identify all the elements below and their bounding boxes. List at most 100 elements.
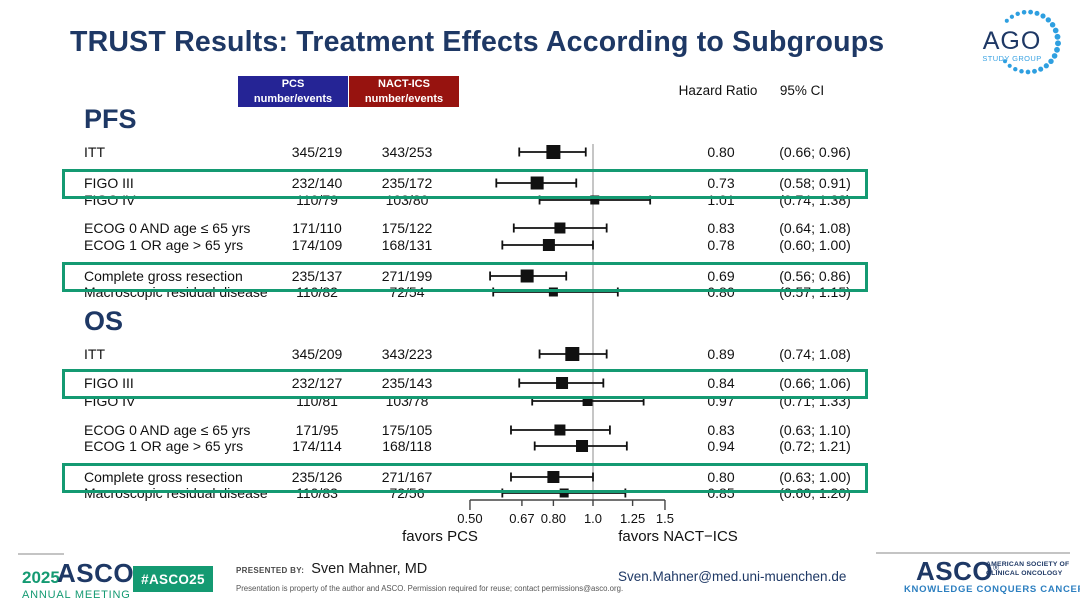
row-pcs-value: 345/209 xyxy=(291,346,343,362)
row-label: ITT xyxy=(84,144,105,160)
ago-dot xyxy=(1038,66,1044,72)
row-ci-value: (0.56; 0.86) xyxy=(779,268,851,284)
row-label: Complete gross resection xyxy=(84,469,243,485)
presented-by-row: PRESENTED BY: Sven Mahner, MD xyxy=(236,561,427,577)
x-tick-label: 0.50 xyxy=(457,511,483,526)
row-hr-value: 0.80 xyxy=(707,144,735,160)
asco-society-line2: CLINICAL ONCOLOGY xyxy=(986,569,1063,577)
ago-dot xyxy=(1052,27,1059,34)
nact-header-line1: NACT-ICS xyxy=(378,77,430,90)
row-hr-value: 0.80 xyxy=(707,469,735,485)
row-label: FIGO III xyxy=(84,175,134,191)
ago-study-group-logo: AGO STUDY GROUP xyxy=(976,4,1076,88)
highlight-box-complete-gross-resection xyxy=(62,262,868,292)
row-nact-value: 271/199 xyxy=(381,268,433,284)
axis-label-favors-pcs: favors PCS xyxy=(402,528,478,545)
ago-dotted-circle-icon xyxy=(1003,9,1061,75)
ago-dot xyxy=(1007,63,1012,68)
row-ci-value: (0.66; 0.96) xyxy=(779,144,851,160)
row-ci-value: (0.58; 0.91) xyxy=(779,175,851,191)
section-label-pfs: PFS xyxy=(84,104,137,134)
row-hr-value: 0.89 xyxy=(707,346,735,362)
column-header-hazard-ratio: Hazard Ratio xyxy=(678,83,758,98)
highlight-box-figo-iii xyxy=(62,369,868,399)
ago-dot xyxy=(1054,46,1060,53)
ago-logo-text: AGO xyxy=(982,27,1042,55)
ago-dot xyxy=(1015,11,1020,17)
ago-dot xyxy=(1009,14,1015,19)
row-hr-value: 0.85 xyxy=(707,485,735,501)
ago-dot xyxy=(1004,18,1009,23)
row-pcs-value: 235/126 xyxy=(291,469,343,485)
asco-meeting-logo: ASCO® xyxy=(57,558,141,589)
ago-dot xyxy=(1003,59,1007,64)
row-nact-value: 175/122 xyxy=(381,220,433,236)
hr-marker xyxy=(576,440,589,452)
row-nact-value: 168/131 xyxy=(381,237,433,253)
row-nact-value: 271/167 xyxy=(381,469,433,485)
row-ci-value: (0.64; 1.08) xyxy=(779,220,851,236)
row-nact-value: 235/172 xyxy=(381,175,433,191)
x-tick-label: 0.80 xyxy=(540,511,567,526)
row-ci-value: (0.60; 1.20) xyxy=(779,485,851,501)
row-label: FIGO III xyxy=(84,375,134,391)
row-nact-value: 72/54 xyxy=(389,284,425,300)
pcs-header-line2: number/events xyxy=(253,92,333,105)
highlight-box-figo-iii xyxy=(62,169,868,199)
page-title: TRUST Results: Treatment Effects Accordi… xyxy=(70,26,885,58)
hr-marker xyxy=(546,145,561,159)
row-label: ECOG 0 AND age ≤ 65 yrs xyxy=(84,422,251,438)
footer-divider-left xyxy=(18,553,64,555)
row-nact-value: 72/56 xyxy=(389,485,425,501)
hr-marker xyxy=(554,424,566,436)
row-pcs-value: 232/127 xyxy=(291,375,343,391)
asco-society-line1: AMERICAN SOCIETY OF xyxy=(986,561,1070,568)
x-tick-label: 0.67 xyxy=(509,511,535,526)
hr-marker xyxy=(554,222,566,234)
row-nact-value: 175/105 xyxy=(381,422,433,438)
row-ci-value: (0.74; 1.08) xyxy=(779,346,851,362)
ago-dot xyxy=(1021,10,1027,15)
row-hr-value: 0.69 xyxy=(707,268,735,284)
x-tick-label: 1.5 xyxy=(655,511,674,526)
row-hr-value: 0.73 xyxy=(707,175,735,191)
row-label: ECOG 1 OR age > 65 yrs xyxy=(84,438,244,454)
ago-dot xyxy=(1028,9,1033,15)
ago-dot xyxy=(1049,22,1056,28)
ago-dot xyxy=(1048,58,1054,65)
row-label: ECOG 0 AND age ≤ 65 yrs xyxy=(84,220,251,236)
row-pcs-value: 232/140 xyxy=(291,175,343,191)
ago-dot xyxy=(1045,17,1051,23)
permission-disclaimer: Presentation is property of the author a… xyxy=(236,584,624,593)
row-label: Macroscopic residual disease xyxy=(84,284,268,300)
row-ci-value: (0.66; 1.06) xyxy=(779,375,851,391)
row-nact-value: 168/118 xyxy=(382,438,432,454)
row-pcs-value: 171/110 xyxy=(292,220,342,236)
column-header-nact-ics: NACT-ICS number/events xyxy=(349,76,459,107)
x-tick-label: 1.25 xyxy=(619,511,646,526)
row-ci-value: (0.60; 1.00) xyxy=(779,237,851,253)
registered-mark-icon: ® xyxy=(993,563,1000,573)
row-hr-value: 0.84 xyxy=(707,375,735,391)
x-tick-label: 1.0 xyxy=(583,511,603,526)
row-label: Macroscopic residual disease xyxy=(84,485,268,501)
row-nact-value: 343/253 xyxy=(381,144,433,160)
row-nact-value: 235/143 xyxy=(381,375,433,391)
nact-header-line2: number/events xyxy=(364,92,444,105)
row-pcs-value: 345/219 xyxy=(291,144,343,160)
ago-dot xyxy=(1013,67,1018,72)
column-header-95ci: 95% CI xyxy=(779,83,825,98)
highlight-box-complete-gross-resection xyxy=(62,463,868,493)
asco-meeting-wordmark: ASCO xyxy=(57,558,135,588)
asco-meeting-year: 2025 xyxy=(22,568,60,587)
presenter-name: Sven Mahner, MD xyxy=(311,561,428,577)
ago-dot xyxy=(1034,10,1040,16)
row-hr-value: 0.80 xyxy=(707,284,735,300)
row-ci-value: (0.72; 1.21) xyxy=(779,438,851,454)
axis-label-favors-nact-ics: favors NACT−ICS xyxy=(618,528,738,545)
ago-dot xyxy=(1040,13,1046,19)
presented-by-label: PRESENTED BY: xyxy=(236,566,305,575)
asco-tagline: KNOWLEDGE CONQUERS CANCER xyxy=(904,584,1080,595)
ago-dot xyxy=(1019,69,1024,74)
section-label-os: OS xyxy=(84,306,124,336)
